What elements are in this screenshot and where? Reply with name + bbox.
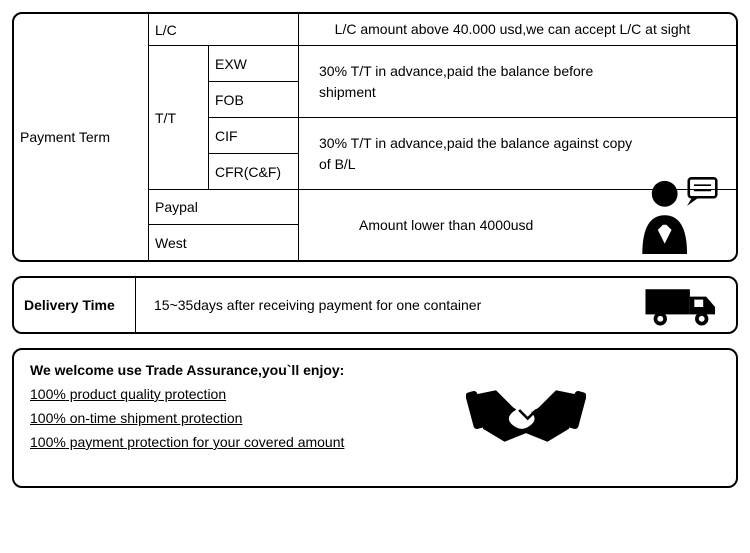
support-person-icon — [630, 168, 720, 254]
truck-icon — [644, 286, 718, 328]
tt-label: T/T — [149, 46, 209, 190]
assurance-item-3: 100% payment protection for your covered… — [30, 434, 344, 450]
assurance-item-1: 100% product quality protection — [30, 386, 226, 402]
assurance-item-2: 100% on-time shipment protection — [30, 410, 242, 426]
cfr-label: CFR(C&F) — [209, 154, 299, 190]
west-label: West — [149, 225, 299, 260]
assurance-title: We welcome use Trade Assurance,you`ll en… — [30, 362, 720, 378]
paypal-label: Paypal — [149, 190, 299, 225]
exw-fob-description: 30% T/T in advance,paid the balance befo… — [299, 46, 736, 118]
exw-label: EXW — [209, 46, 299, 82]
payment-term-panel: Payment Term L/C L/C amount above 40.000… — [12, 12, 738, 262]
payment-term-header: Payment Term — [14, 14, 149, 260]
delivery-time-panel: Delivery Time 15~35days after receiving … — [12, 276, 738, 334]
fob-label: FOB — [209, 82, 299, 118]
payment-term-table: Payment Term L/C L/C amount above 40.000… — [14, 14, 736, 260]
trade-assurance-panel: We welcome use Trade Assurance,you`ll en… — [12, 348, 738, 488]
handshake-icon — [466, 366, 586, 466]
lc-label: L/C — [149, 14, 299, 46]
lc-description: L/C amount above 40.000 usd,we can accep… — [299, 14, 736, 46]
cif-label: CIF — [209, 118, 299, 154]
delivery-time-label: Delivery Time — [14, 278, 136, 332]
